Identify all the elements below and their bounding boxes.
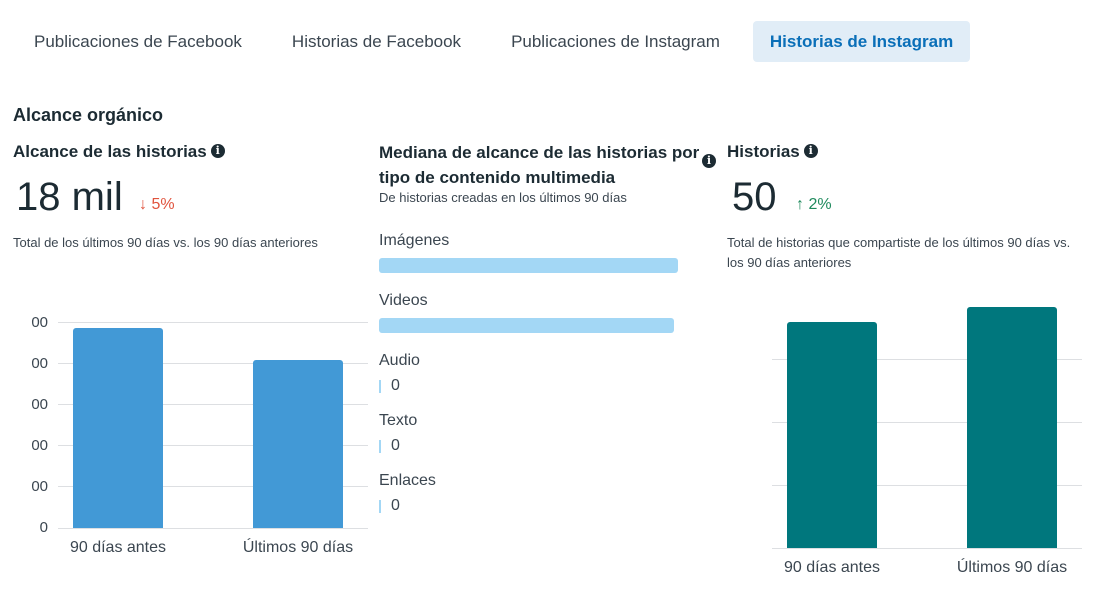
info-icon[interactable]: i	[803, 144, 818, 158]
grid-line	[772, 422, 1082, 423]
tab-facebook-posts[interactable]: Publicaciones de Facebook	[34, 31, 242, 51]
reach-title-text: Alcance de las historias	[13, 142, 207, 161]
media-label-text: Texto	[379, 412, 418, 429]
stories-delta-value: 2%	[808, 196, 832, 213]
bar-90-days-before[interactable]	[787, 322, 877, 548]
y-tick: 00	[31, 314, 48, 331]
bar-tick	[379, 499, 381, 513]
y-tick: 00	[31, 478, 48, 495]
media-value-text: 0	[379, 437, 400, 455]
info-icon[interactable]: i	[210, 144, 225, 158]
media-label-videos: Videos	[379, 292, 428, 309]
reach-caption: Total de los últimos 90 días vs. los 90 …	[13, 235, 318, 250]
tab-facebook-stories[interactable]: Historias de Facebook	[291, 31, 462, 51]
y-tick: 00	[31, 437, 48, 454]
grid-line	[772, 485, 1082, 486]
bar-last-90-days[interactable]	[253, 360, 343, 528]
grid-line	[58, 363, 368, 364]
info-icon[interactable]: i	[702, 154, 716, 168]
media-value-links: 0	[379, 497, 400, 515]
media-value-audio: 0	[379, 377, 400, 395]
bar-90-days-before[interactable]	[73, 328, 163, 528]
bar-last-90-days[interactable]	[967, 307, 1057, 548]
tab-instagram-posts[interactable]: Publicaciones de Instagram	[511, 31, 720, 51]
stories-value: 50	[732, 175, 777, 219]
section-title: Alcance orgánico	[13, 105, 164, 125]
media-bar-images[interactable]	[379, 258, 678, 273]
reach-delta-value: 5%	[151, 196, 175, 213]
x-label: Últimos 90 días	[242, 539, 354, 556]
stories-delta: ↑ 2%	[796, 196, 832, 214]
tab-bar: Publicaciones de Facebook Historias de F…	[17, 21, 986, 62]
grid-line	[772, 548, 1082, 549]
bar-tick	[379, 379, 381, 393]
arrow-down-icon: ↓	[139, 196, 147, 213]
stories-title-text: Historias	[727, 142, 800, 161]
y-tick: 0	[39, 519, 48, 536]
reach-card-title: Alcance de las historias i	[13, 139, 225, 164]
media-label-images: Imágenes	[379, 232, 450, 249]
media-card-title: Mediana de alcance de las historias por …	[379, 140, 699, 190]
x-label: 90 días antes	[783, 559, 881, 576]
media-bar-videos[interactable]	[379, 318, 674, 333]
tab-instagram-stories[interactable]: Historias de Instagram	[752, 21, 971, 62]
x-label: 90 días antes	[69, 539, 167, 556]
y-tick: 00	[31, 355, 48, 372]
y-tick: 00	[31, 396, 48, 413]
reach-value: 18 mil	[16, 175, 123, 219]
stories-caption: Total de historias que compartiste de lo…	[727, 235, 1071, 270]
media-label-links: Enlaces	[379, 472, 436, 489]
media-subtitle: De historias creadas en los últimos 90 d…	[379, 190, 627, 205]
x-label: Últimos 90 días	[956, 559, 1068, 576]
stories-card-title: Historias i	[727, 139, 818, 164]
grid-line	[772, 359, 1082, 360]
value: 0	[391, 437, 400, 454]
value: 0	[391, 497, 400, 514]
value: 0	[391, 377, 400, 394]
arrow-up-icon: ↑	[796, 196, 804, 213]
media-title-line2: tipo de contenido multimedia	[379, 168, 616, 187]
bar-tick	[379, 439, 381, 453]
grid-line	[58, 445, 368, 446]
media-title-line1: Mediana de alcance de las historias por	[379, 143, 700, 162]
grid-line	[58, 528, 368, 529]
media-label-audio: Audio	[379, 352, 420, 369]
reach-delta: ↓ 5%	[139, 196, 175, 214]
grid-line	[58, 404, 368, 405]
grid-line	[58, 322, 368, 323]
grid-line	[58, 486, 368, 487]
